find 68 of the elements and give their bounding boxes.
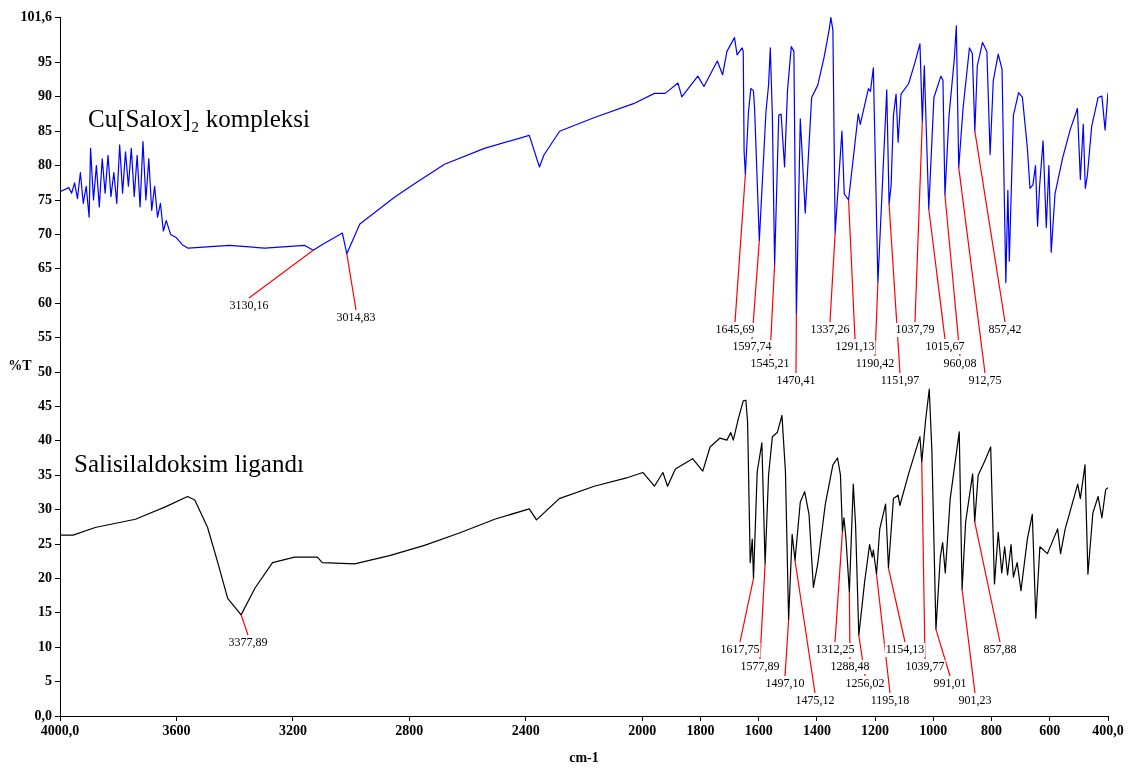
x-tick-label: 1600 [744,723,773,739]
x-tick-label: 400,0 [1092,723,1124,739]
annotation: 857,42 [988,322,1022,337]
y-tick-label: 5 [45,673,52,689]
annotation: 1151,97 [880,373,920,388]
annotation: 1470,41 [776,373,816,388]
y-tick-label: 25 [38,535,52,551]
x-tick-label: 4000,0 [40,723,80,739]
annotation: 1545,21 [750,356,790,371]
annotation: 1015,67 [925,339,965,354]
annotation: 857,88 [983,642,1017,657]
series-label: Salisilaldoksim ligandı [74,449,304,477]
y-axis-title: %T [8,358,33,374]
x-tick-label: 2400 [511,723,540,739]
annotation: 1645,69 [715,322,755,337]
y-tick-label: 0,0 [34,707,52,723]
annotation: 1291,13 [835,339,875,354]
series-label: Cu[Salox]₂ kompleksi [88,104,310,132]
annotation: 1577,89 [740,659,780,674]
x-tick-label: 2800 [395,723,424,739]
annotation: 3014,83 [336,310,376,325]
x-tick-label: 600 [1039,723,1061,739]
annotation: 960,08 [943,356,977,371]
y-tick-label: 101,6 [20,8,52,24]
y-tick-label: 45 [38,398,52,414]
x-tick-label: 1400 [802,723,831,739]
x-tick-label: 3200 [278,723,307,739]
annotation: 3377,89 [228,635,268,650]
x-tick-label: 1200 [861,723,890,739]
y-tick-label: 10 [38,638,52,654]
y-tick-label: 15 [38,604,52,620]
y-tick-label: 90 [38,88,52,104]
y-tick-label: 20 [38,570,52,586]
annotation: 1256,02 [845,676,885,691]
annotation: 1154,13 [885,642,925,657]
annotation: 912,75 [968,373,1002,388]
annotation: 1617,75 [720,642,760,657]
annotation: 3130,16 [229,298,269,313]
annotation: 1337,26 [810,322,850,337]
annotation: 1597,74 [732,339,772,354]
annotation: 1312,25 [815,642,855,657]
y-tick-label: 85 [38,122,52,138]
y-tick-label: 80 [38,157,52,173]
annotation: 901,23 [958,693,992,708]
annotation: 1039,77 [905,659,945,674]
x-tick-label: 3600 [162,723,191,739]
x-tick-label: 2000 [628,723,657,739]
y-tick-label: 95 [38,54,52,70]
annotation: 1190,42 [855,356,895,371]
x-axis-title: cm-1 [569,749,599,765]
annotation: 991,01 [933,676,967,691]
y-tick-label: 70 [38,226,52,242]
annotation: 1497,10 [765,676,805,691]
x-tick-label: 1000 [919,723,948,739]
y-tick-label: 75 [38,191,52,207]
x-tick-label: 1800 [686,723,715,739]
annotation: 1288,48 [830,659,870,674]
y-tick-label: 60 [38,294,52,310]
annotation: 1475,12 [795,693,835,708]
y-tick-label: 65 [38,260,52,276]
y-tick-label: 40 [38,432,52,448]
annotation: 1195,18 [870,693,910,708]
y-tick-label: 30 [38,501,52,517]
y-tick-label: 35 [38,466,52,482]
annotation: 1037,79 [895,322,935,337]
y-tick-label: 50 [38,363,52,379]
x-tick-label: 800 [981,723,1003,739]
y-tick-label: 55 [38,329,52,345]
